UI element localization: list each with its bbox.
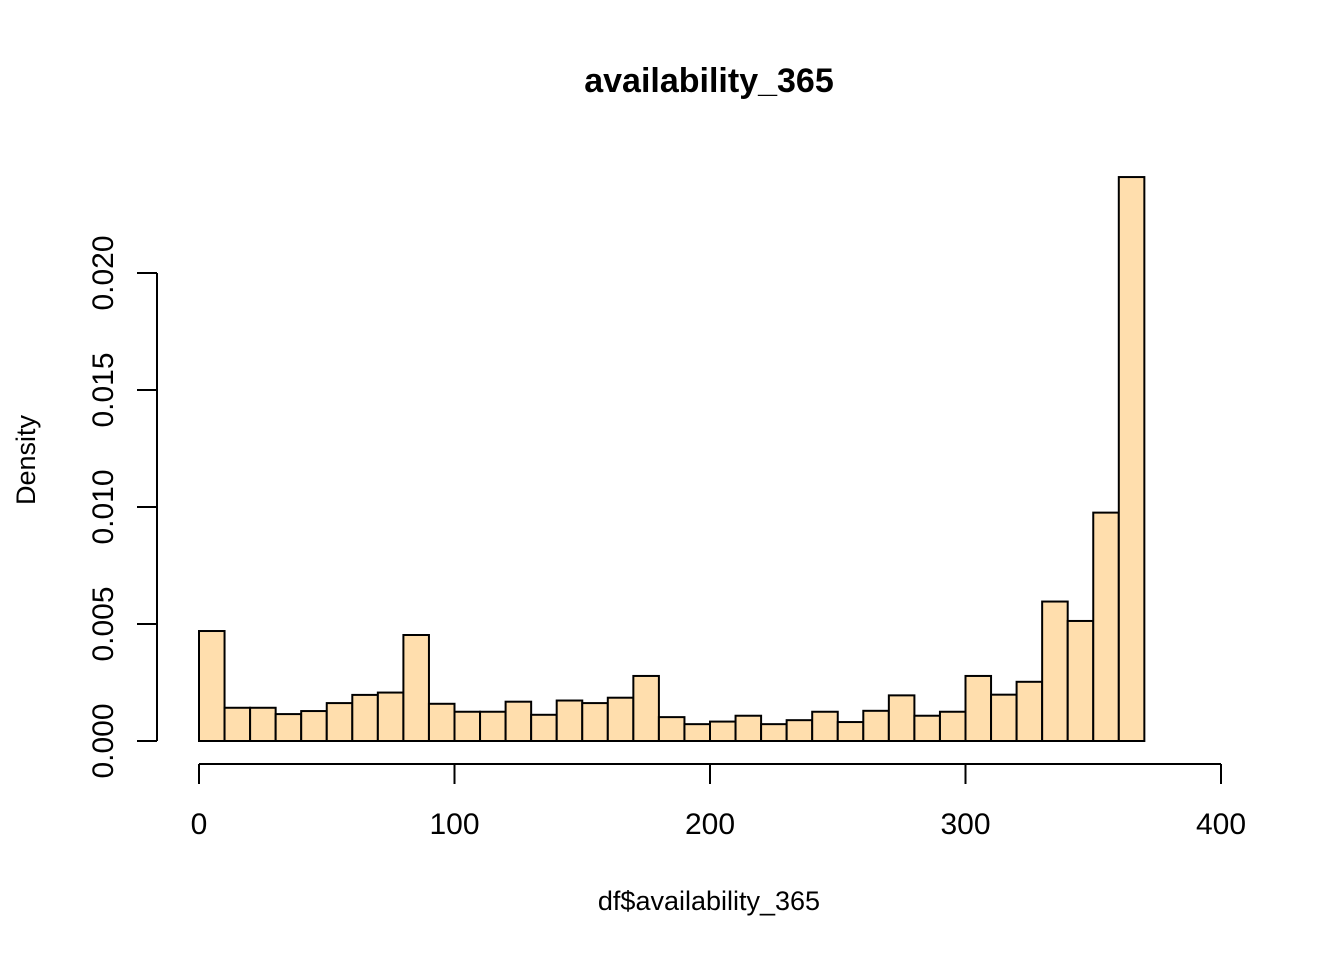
histogram-bar bbox=[760, 723, 788, 743]
x-tick-label: 200 bbox=[685, 808, 735, 841]
histogram-bar bbox=[376, 691, 405, 742]
histogram-bar bbox=[938, 710, 967, 742]
x-tick-label: 100 bbox=[429, 808, 479, 841]
histogram-bar bbox=[606, 696, 635, 743]
y-tick-label: 0.005 bbox=[87, 586, 120, 661]
histogram-bar bbox=[198, 630, 226, 743]
histogram-bar bbox=[862, 709, 890, 742]
chart-title: availability_365 bbox=[584, 62, 834, 100]
histogram-bar bbox=[402, 634, 430, 742]
y-tick-label: 0.000 bbox=[87, 703, 120, 778]
histogram-bar bbox=[734, 714, 763, 742]
histogram-bar bbox=[632, 674, 660, 743]
histogram-bar bbox=[504, 700, 533, 743]
histogram-bar bbox=[913, 714, 941, 742]
histogram-bar bbox=[249, 706, 277, 743]
histogram-bar bbox=[836, 721, 865, 742]
histogram-bar bbox=[300, 710, 328, 742]
histogram-bar bbox=[223, 706, 252, 743]
histogram-bar bbox=[657, 716, 686, 743]
histogram-bar bbox=[964, 674, 993, 743]
histogram-bar bbox=[1066, 619, 1095, 743]
histogram-bar bbox=[1117, 176, 1146, 742]
histogram-bar bbox=[1092, 511, 1120, 742]
histogram-bar bbox=[785, 719, 814, 742]
histogram-bar bbox=[683, 723, 712, 743]
histogram-bar bbox=[351, 693, 379, 743]
histogram-bar bbox=[1015, 680, 1044, 742]
x-axis-label: df$availability_365 bbox=[598, 886, 820, 916]
histogram-bar bbox=[581, 702, 609, 743]
histogram-bar bbox=[530, 713, 558, 742]
histogram-bar bbox=[453, 710, 482, 742]
y-tick-label: 0.010 bbox=[87, 469, 120, 544]
histogram-bar bbox=[325, 702, 354, 743]
histogram-bar bbox=[887, 694, 916, 742]
histogram-bar bbox=[1041, 600, 1069, 742]
x-axis: 0 100 200 300 400 bbox=[191, 763, 1246, 841]
y-tick-label: 0.020 bbox=[87, 235, 120, 310]
histogram-bar bbox=[479, 710, 507, 742]
x-tick-label: 300 bbox=[940, 808, 990, 841]
histogram-bar bbox=[427, 702, 456, 742]
histogram-bar bbox=[274, 713, 303, 743]
histogram-bar bbox=[990, 693, 1018, 742]
y-axis-label: Density bbox=[11, 414, 41, 505]
histogram-bar bbox=[555, 699, 584, 743]
y-axis: 0.000 0.005 0.010 0.015 0.020 bbox=[87, 235, 158, 779]
histogram-bar bbox=[811, 710, 839, 742]
bars-group bbox=[198, 176, 1146, 743]
histogram-bar bbox=[709, 720, 737, 743]
x-tick-label: 400 bbox=[1196, 808, 1246, 841]
x-tick-label: 0 bbox=[191, 808, 208, 841]
y-tick-label: 0.015 bbox=[87, 352, 120, 427]
